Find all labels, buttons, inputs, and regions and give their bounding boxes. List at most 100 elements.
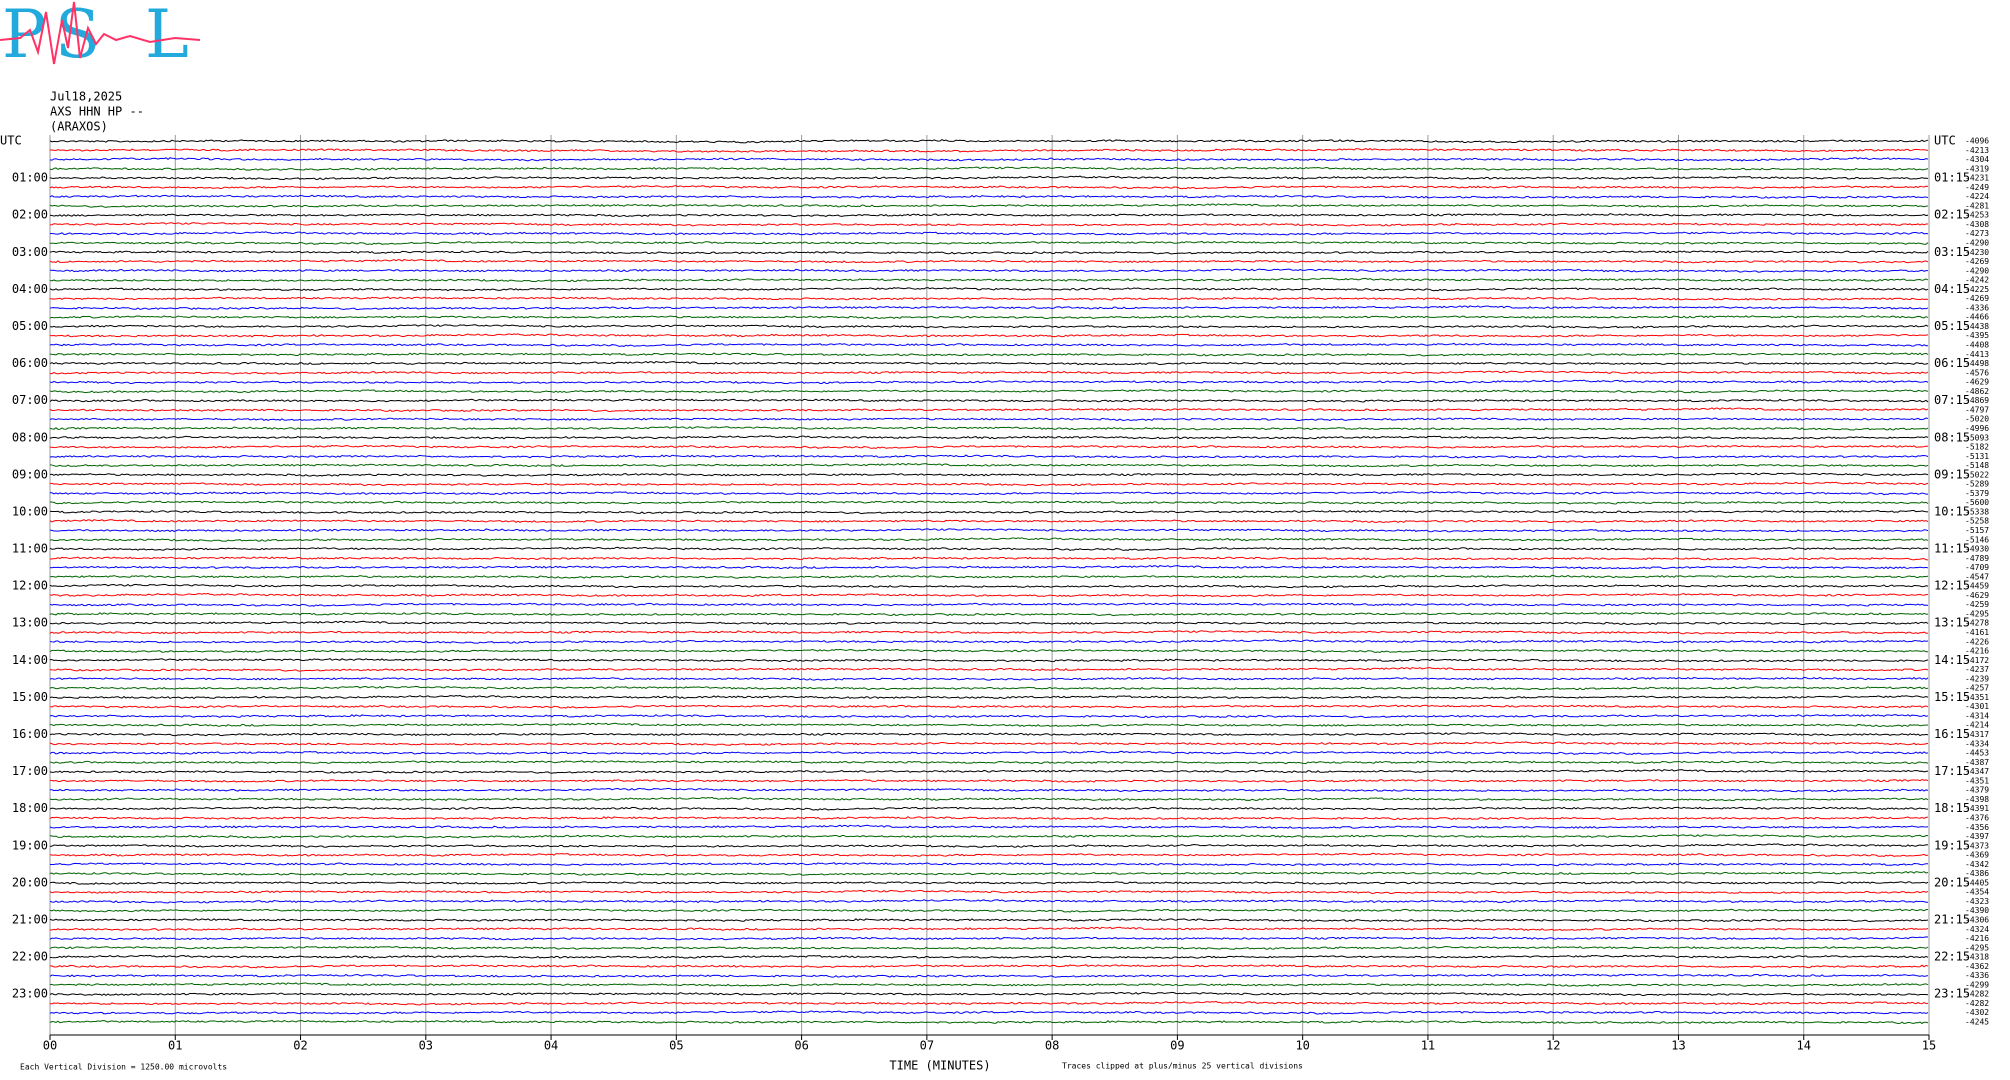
trace: [49, 991, 1929, 997]
trace-label: -4334: [1965, 739, 1989, 748]
row-label-left: 02:00: [12, 208, 48, 222]
trace: [49, 203, 1929, 208]
trace: [49, 1010, 1929, 1015]
row-label-right: 09:15: [1934, 467, 1970, 481]
x-tick-label: 15: [1922, 1039, 1936, 1053]
trace: [49, 185, 1929, 190]
trace-label: -4709: [1965, 563, 1989, 572]
trace-label: -4273: [1965, 229, 1989, 238]
x-tick-label: 13: [1671, 1039, 1685, 1053]
trace: [49, 277, 1929, 283]
trace-label: -4996: [1965, 424, 1989, 433]
trace: [49, 194, 1929, 199]
trace: [49, 852, 1929, 857]
trace-label: -4253: [1965, 211, 1989, 220]
trace: [49, 806, 1929, 811]
trace: [49, 398, 1929, 403]
trace: [49, 583, 1929, 589]
row-label-right: 05:15: [1934, 319, 1970, 333]
trace-label: -4397: [1965, 832, 1989, 841]
trace-label: -4369: [1965, 851, 1989, 860]
trace: [49, 546, 1929, 551]
trace-label: -4547: [1965, 572, 1989, 581]
trace-label: -4242: [1965, 276, 1989, 285]
trace: [49, 296, 1929, 301]
trace: [49, 454, 1929, 459]
trace-label: -4226: [1965, 637, 1989, 646]
trace-label: -4323: [1965, 897, 1989, 906]
trace-label: -4354: [1965, 888, 1989, 897]
trace-label: -4096: [1965, 137, 1989, 146]
trace: [49, 1019, 1929, 1025]
trace: [49, 407, 1929, 413]
x-tick-label: 07: [920, 1039, 934, 1053]
row-label-right: 07:15: [1934, 393, 1970, 407]
logo-wave: [0, 1, 201, 65]
trace-label: -4459: [1965, 582, 1989, 591]
row-label-left: 01:00: [12, 171, 48, 185]
x-tick-label: 05: [669, 1039, 683, 1053]
row-label-left: 19:00: [12, 838, 48, 852]
trace: [49, 630, 1929, 635]
trace: [49, 574, 1929, 579]
trace: [49, 157, 1929, 162]
row-label-left: 04:00: [12, 282, 48, 296]
trace: [49, 834, 1929, 839]
trace: [49, 639, 1929, 644]
trace: [49, 287, 1929, 292]
trace-label: -5157: [1965, 526, 1989, 535]
trace-label: -4172: [1965, 656, 1989, 665]
trace-label: -4362: [1965, 962, 1989, 971]
trace: [49, 259, 1929, 264]
logo-letter: L: [145, 0, 189, 73]
trace-label: -4438: [1965, 322, 1989, 331]
trace-label: -5131: [1965, 452, 1989, 461]
x-tick-label: 02: [293, 1039, 307, 1053]
logo: P S L: [0, 0, 201, 73]
trace-label: -4390: [1965, 906, 1989, 915]
trace-label: -4249: [1965, 183, 1989, 192]
x-tick-label: 03: [419, 1039, 433, 1053]
trace: [49, 787, 1929, 793]
trace-label: -4453: [1965, 749, 1989, 758]
row-label-right: 15:15: [1934, 690, 1970, 704]
trace-label: -4373: [1965, 841, 1989, 850]
trace: [49, 472, 1929, 477]
row-label-right: 20:15: [1934, 875, 1970, 889]
row-label-right: 21:15: [1934, 912, 1970, 926]
row-label-left: 15:00: [12, 690, 48, 704]
x-tick-label: 00: [43, 1039, 57, 1053]
trace-label: -4405: [1965, 878, 1989, 887]
trace-label: -4317: [1965, 730, 1989, 739]
trace: [49, 435, 1929, 440]
trace-label: -4466: [1965, 313, 1989, 322]
trace: [49, 213, 1929, 217]
trace: [49, 240, 1929, 245]
date: Jul18,2025: [50, 90, 122, 104]
trace-label: -4282: [1965, 999, 1989, 1008]
row-label-left: 08:00: [12, 430, 48, 444]
row-label-left: 03:00: [12, 245, 48, 259]
trace-label: -4318: [1965, 953, 1989, 962]
trace: [49, 982, 1929, 987]
trace-label: -4356: [1965, 823, 1989, 832]
trace: [49, 871, 1929, 876]
trace-label: -4314: [1965, 711, 1989, 720]
row-label-right: 14:15: [1934, 653, 1970, 667]
x-tick-label: 08: [1045, 1039, 1059, 1053]
trace: [49, 519, 1929, 524]
trace: [49, 147, 1929, 153]
trace: [49, 333, 1929, 338]
trace-label: -4231: [1965, 174, 1989, 183]
trace: [49, 417, 1929, 422]
trace: [49, 824, 1929, 829]
x-tick-label: 09: [1170, 1039, 1184, 1053]
row-label-left: 14:00: [12, 653, 48, 667]
trace-label: -4930: [1965, 545, 1989, 554]
row-label-right: 12:15: [1934, 579, 1970, 593]
row-label-right: 06:15: [1934, 356, 1970, 370]
row-label-right: 04:15: [1934, 282, 1970, 296]
row-label-left: 07:00: [12, 393, 48, 407]
trace-label: -4629: [1965, 378, 1989, 387]
